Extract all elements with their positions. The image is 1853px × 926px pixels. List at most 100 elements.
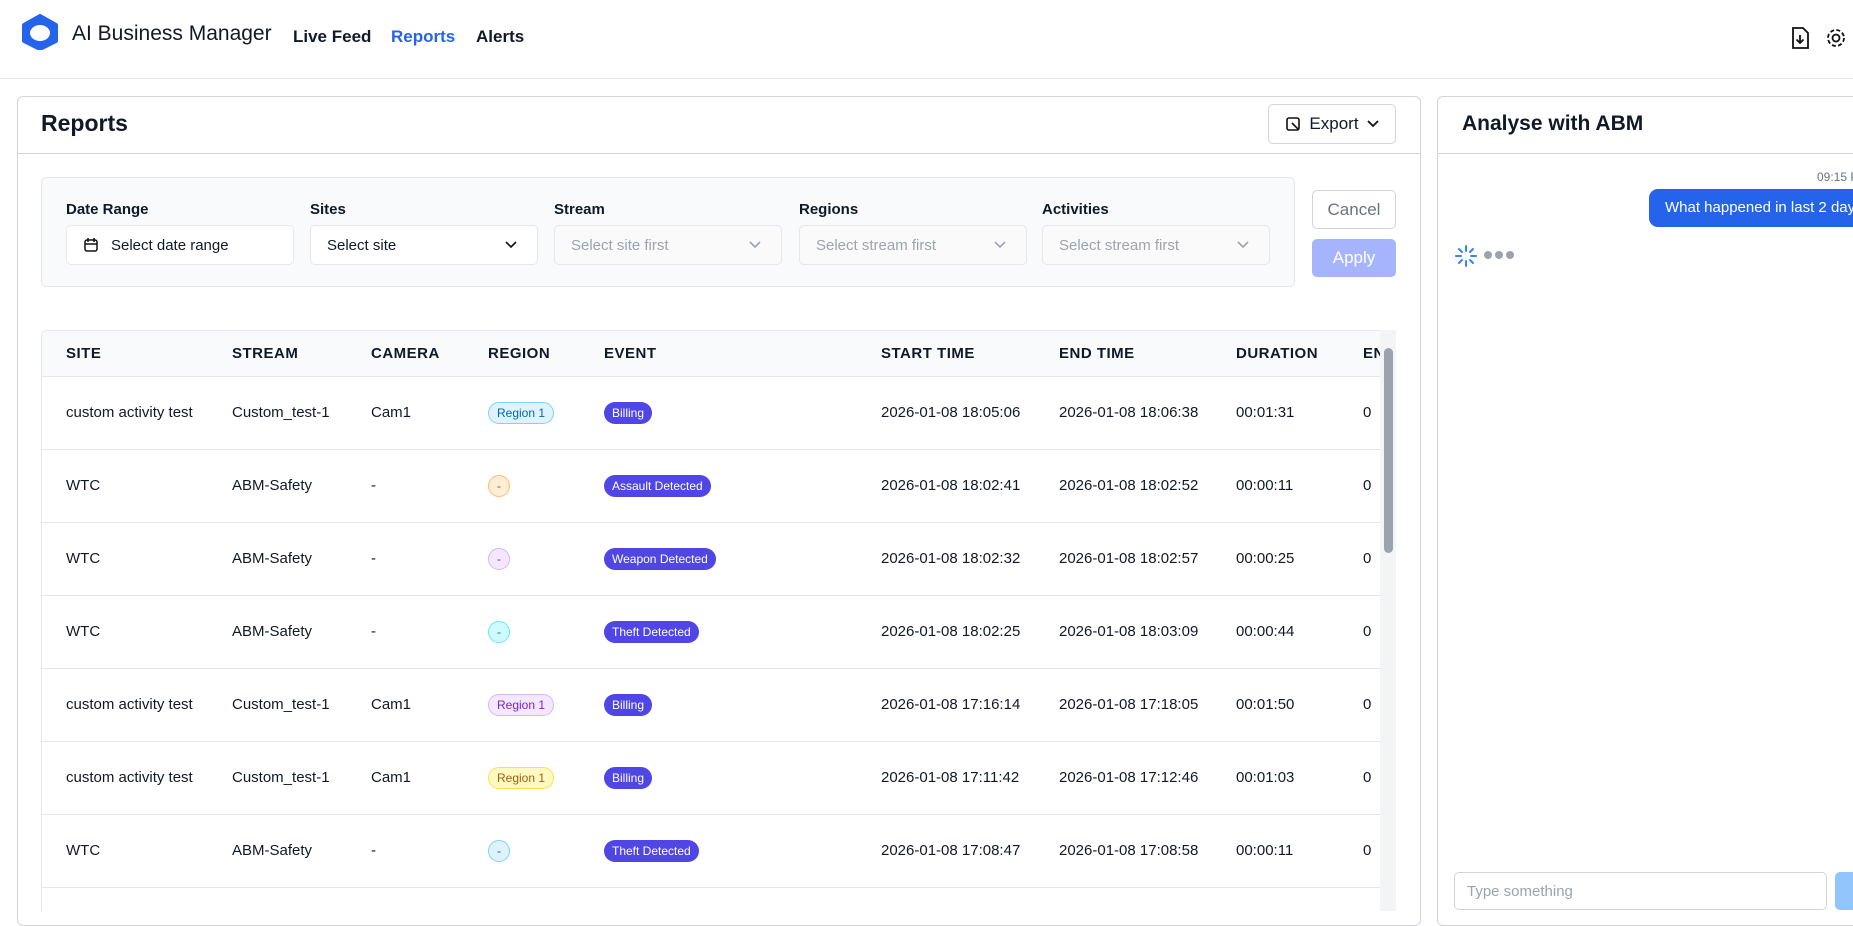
chat-input[interactable]: Type something [1454,872,1827,910]
report-table: SITESTREAMCAMERAREGIONEVENTSTART TIMEEND… [41,330,1380,911]
filter-placeholder: Select stream first [1059,237,1179,254]
cell: 2026-01-08 17:16:14 [857,668,1035,741]
export-button[interactable]: Export [1268,104,1396,144]
cell: Billing [580,376,857,449]
cell: custom activity test [42,376,208,449]
nav-link[interactable]: Live Feed [293,27,371,47]
cell: - [347,449,464,522]
message-time: 09:15 PM [1817,170,1853,184]
cell: ABM-Safety [208,595,347,668]
app-name: AI Business Manager [72,22,272,46]
filter-placeholder: Select site [327,237,396,254]
table-row: WTCABM-Safety--Theft Detected2026-01-08 … [42,814,1380,887]
chat-title: Analyse with ABM [1462,112,1643,136]
cell: 0 [1339,741,1380,814]
filter-label: Stream [554,201,605,218]
calendar-icon [83,237,99,253]
cell: - [464,814,580,887]
column-header: START TIME [857,331,1035,376]
cell: 0 [1339,814,1380,887]
region-badge: Region 1 [488,402,554,424]
event-badge: Billing [604,402,652,424]
scrollbar-thumb[interactable] [1384,348,1393,553]
cell: Cam1 [347,376,464,449]
event-badge: Billing [604,694,652,716]
top-bar: AI Business Manager [0,0,1853,79]
cell: Region 1 [464,668,580,741]
filter-placeholder: Select stream first [816,237,936,254]
cell: 0 [1339,449,1380,522]
cell: ABM-Safety [208,814,347,887]
cell: - [464,522,580,595]
event-badge: Assault Detected [604,475,711,497]
cell: 00:00:11 [1212,449,1339,522]
table: SITESTREAMCAMERAREGIONEVENTSTART TIMEEND… [42,331,1380,888]
cell: 2026-01-08 18:03:09 [1035,595,1212,668]
cell: 00:01:31 [1212,376,1339,449]
logo [20,14,60,50]
nav-link[interactable]: Alerts [476,27,524,47]
filter-select[interactable]: Select site first [554,225,782,265]
column-header: REGION [464,331,580,376]
table-row: WTCABM-Safety--Assault Detected2026-01-0… [42,449,1380,522]
cell: 00:01:03 [1212,741,1339,814]
event-badge: Billing [604,767,652,789]
cell: 2026-01-08 18:05:06 [857,376,1035,449]
cell: 2026-01-08 17:11:42 [857,741,1035,814]
event-badge: Theft Detected [604,621,699,643]
export-label: Export [1309,114,1358,134]
table-row: custom activity testCustom_test-1Cam1Reg… [42,376,1380,449]
region-badge: Region 1 [488,767,554,789]
settings-icon[interactable] [1825,27,1847,49]
cancel-button[interactable]: Cancel [1312,190,1396,229]
cell: ABM-Safety [208,522,347,595]
cell: Cam1 [347,741,464,814]
send-button[interactable] [1835,872,1853,910]
table-row: custom activity testCustom_test-1Cam1Reg… [42,668,1380,741]
reports-title: Reports [41,110,128,137]
cell: WTC [42,595,208,668]
table-row: WTCABM-Safety--Theft Detected2026-01-08 … [42,595,1380,668]
region-badge: - [488,621,510,643]
cell: 00:01:50 [1212,668,1339,741]
region-badge: - [488,840,510,862]
cell: Billing [580,668,857,741]
event-badge: Weapon Detected [604,548,716,570]
chevron [1237,241,1249,249]
cell: 00:00:25 [1212,522,1339,595]
cell: Billing [580,741,857,814]
chevron [994,241,1006,249]
cell: Region 1 [464,376,580,449]
filter-select[interactable]: Select stream first [799,225,1027,265]
filter-select[interactable]: Select stream first [1042,225,1270,265]
apply-button[interactable]: Apply [1312,239,1396,277]
filter-label: Regions [799,201,858,218]
nav-link[interactable]: Reports [391,27,455,47]
loading-indicator [1454,244,1524,268]
cell: Theft Detected [580,814,857,887]
cell: 2026-01-08 18:02:32 [857,522,1035,595]
cell: 2026-01-08 18:06:38 [1035,376,1212,449]
download-icon[interactable] [1790,27,1810,49]
cell: Custom_test-1 [208,741,347,814]
cell: 0 [1339,376,1380,449]
table-row: custom activity testCustom_test-1Cam1Reg… [42,741,1380,814]
filter-label: Date Range [66,201,149,218]
cell: 2026-01-08 18:02:25 [857,595,1035,668]
chevron [505,241,517,249]
filter-label: Sites [310,201,346,218]
cell: Assault Detected [580,449,857,522]
cell: 2026-01-08 18:02:52 [1035,449,1212,522]
filter-select[interactable]: Select site [310,225,538,265]
cell: Region 1 [464,741,580,814]
filter-select[interactable]: Select date range [66,225,294,265]
chevron [1367,120,1379,128]
cell: Weapon Detected [580,522,857,595]
cell: 0 [1339,522,1380,595]
cell: - [464,449,580,522]
export-icon [1285,116,1301,132]
cell: WTC [42,814,208,887]
scrollbar-track [1380,330,1396,911]
user-message: What happened in last 2 days? [1649,189,1853,227]
